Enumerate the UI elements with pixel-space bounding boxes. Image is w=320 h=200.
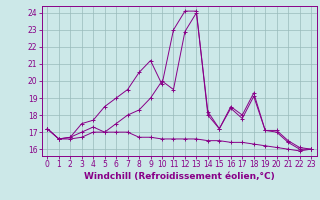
X-axis label: Windchill (Refroidissement éolien,°C): Windchill (Refroidissement éolien,°C) <box>84 172 275 181</box>
